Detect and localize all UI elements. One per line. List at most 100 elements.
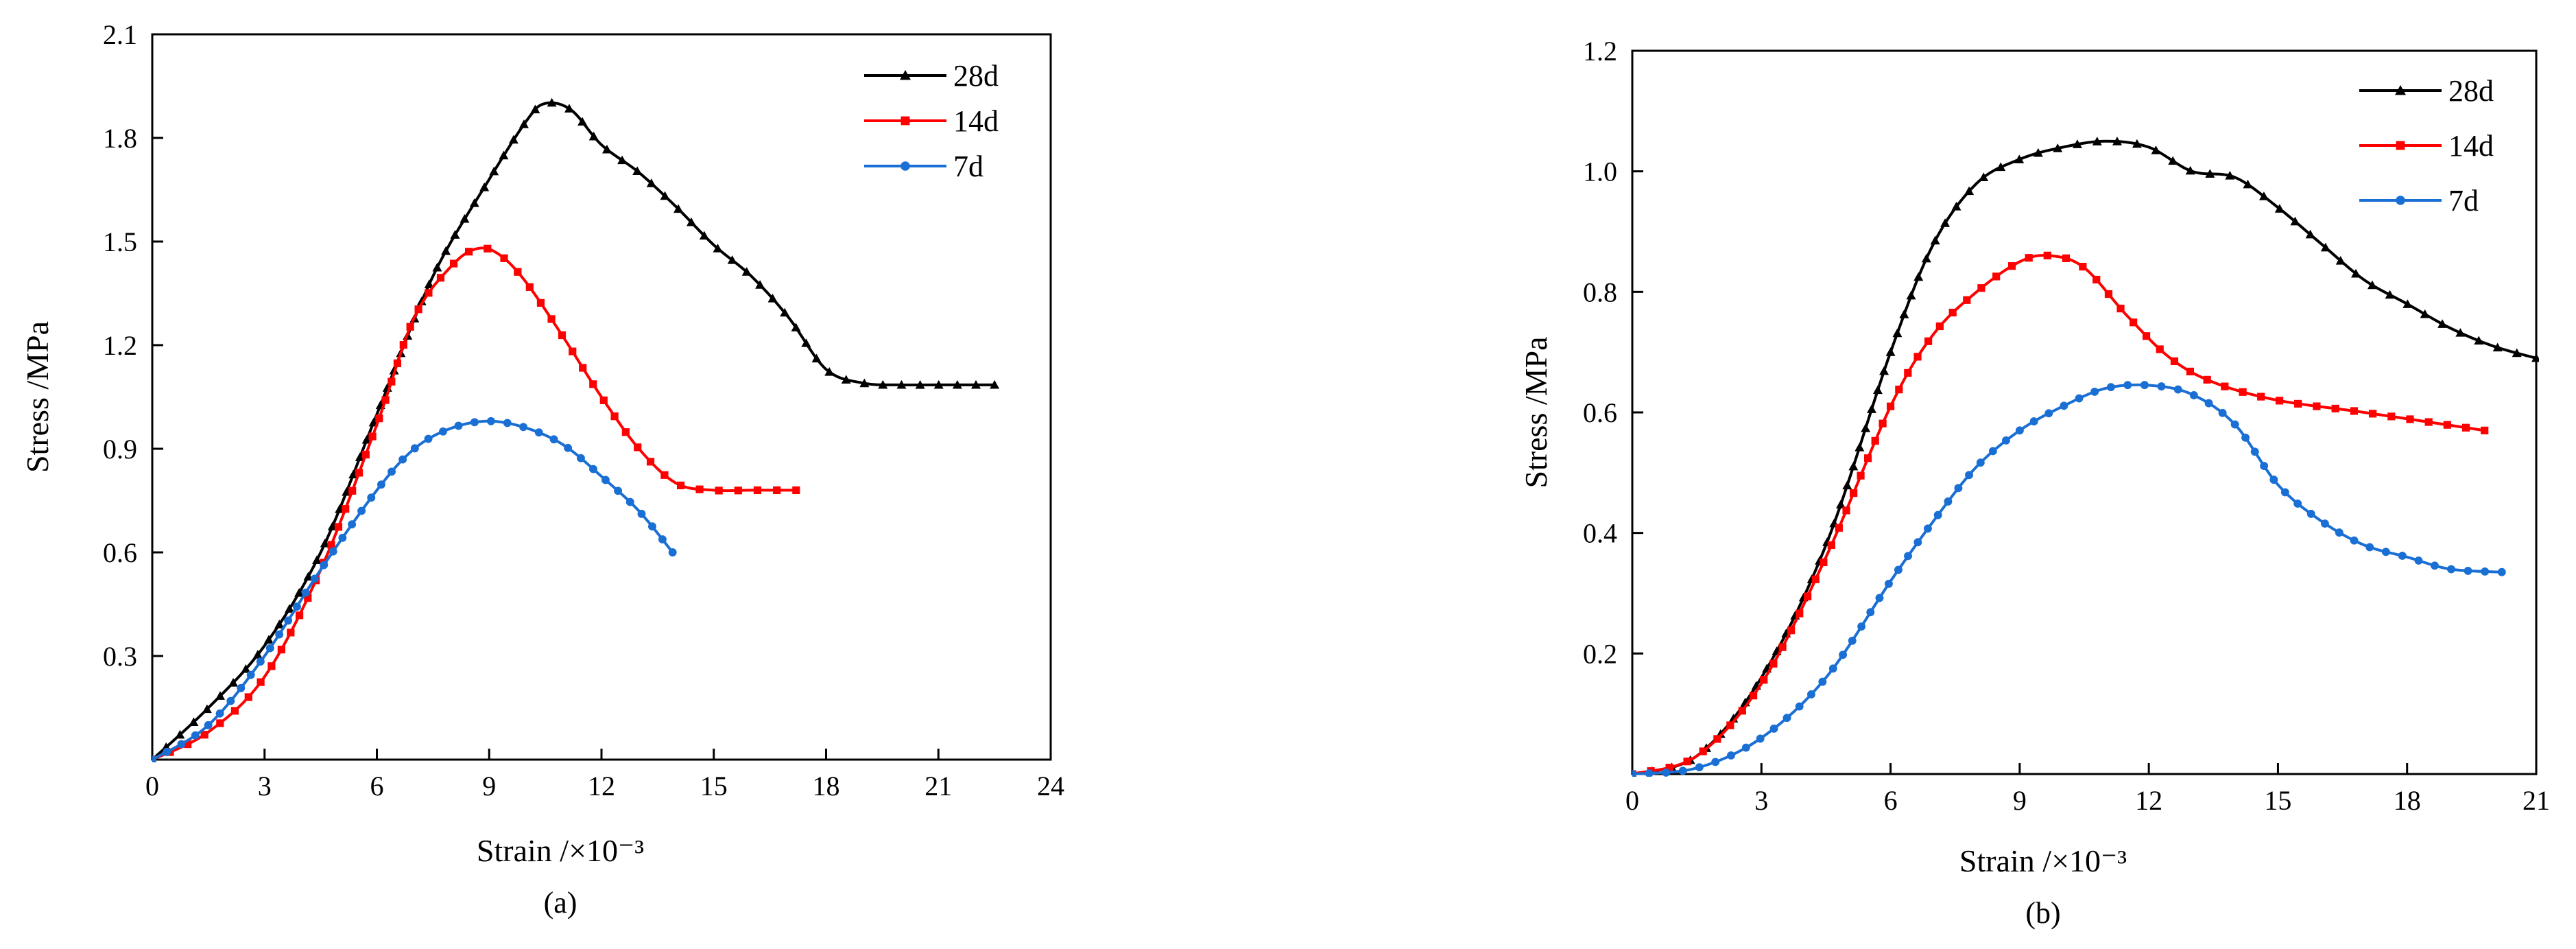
x-tick-label: 3 xyxy=(1754,785,1768,816)
data-point-28d xyxy=(189,717,199,726)
data-point-14d xyxy=(1977,284,1985,292)
legend-marker xyxy=(900,70,911,80)
data-point-7d xyxy=(152,755,156,762)
data-point-14d xyxy=(2387,412,2396,421)
legend-label: 28d xyxy=(2448,74,2494,108)
data-point-14d xyxy=(2369,410,2377,418)
data-point-14d xyxy=(525,283,534,291)
data-point-28d xyxy=(424,279,434,288)
x-tick-label: 9 xyxy=(482,771,496,801)
x-tick-label: 9 xyxy=(2013,785,2027,816)
data-point-7d xyxy=(2447,565,2455,574)
data-point-14d xyxy=(465,248,473,256)
data-point-14d xyxy=(2186,367,2195,376)
data-point-28d xyxy=(202,704,212,714)
panel-label: (b) xyxy=(2025,896,2060,930)
data-point-28d xyxy=(915,380,925,389)
x-axis-title: Strain /×10⁻³ xyxy=(477,833,644,868)
data-point-7d xyxy=(1662,768,1671,777)
data-point-28d xyxy=(564,104,574,113)
data-point-7d xyxy=(2293,499,2302,508)
data-point-7d xyxy=(204,720,213,729)
data-point-7d xyxy=(1769,724,1778,733)
data-point-7d xyxy=(2241,433,2250,442)
data-point-14d xyxy=(257,678,265,686)
data-point-14d xyxy=(676,481,685,490)
data-point-28d xyxy=(2225,170,2235,180)
data-point-7d xyxy=(2250,447,2259,456)
data-point-14d xyxy=(1857,471,1865,480)
data-point-28d xyxy=(228,677,239,687)
data-point-14d xyxy=(342,505,350,513)
data-point-7d xyxy=(1965,471,1974,480)
x-tick-label: 12 xyxy=(2135,785,2162,816)
data-point-28d xyxy=(699,231,709,240)
data-point-7d xyxy=(2320,519,2329,528)
data-point-28d xyxy=(1979,172,1989,182)
data-point-7d xyxy=(1894,565,1903,574)
data-point-7d xyxy=(549,435,558,444)
y-tick-label: 2.1 xyxy=(103,19,137,50)
data-point-7d xyxy=(625,497,634,506)
data-point-28d xyxy=(727,255,737,264)
data-point-14d xyxy=(2142,332,2151,340)
data-point-28d xyxy=(588,131,599,141)
data-point-14d xyxy=(368,432,377,441)
data-point-7d xyxy=(2123,381,2132,390)
data-point-7d xyxy=(2173,385,2182,394)
legend-item-28d: 28d xyxy=(2359,74,2494,108)
data-point-28d xyxy=(2474,336,2484,345)
data-point-28d xyxy=(2335,256,2346,265)
data-point-7d xyxy=(534,428,543,437)
data-point-28d xyxy=(518,119,529,128)
data-point-14d xyxy=(599,396,608,404)
data-point-14d xyxy=(1871,436,1879,445)
data-point-28d xyxy=(1879,366,1889,375)
x-tick-label: 3 xyxy=(258,771,272,801)
data-point-14d xyxy=(1886,402,1895,410)
data-point-7d xyxy=(367,493,376,502)
data-point-14d xyxy=(1842,506,1850,515)
data-point-7d xyxy=(2140,381,2149,390)
data-point-28d xyxy=(1855,442,1865,452)
data-point-28d xyxy=(1930,235,1940,245)
data-point-14d xyxy=(1804,592,1812,600)
data-point-14d xyxy=(2481,426,2489,434)
data-point-14d xyxy=(387,377,396,386)
data-point-28d xyxy=(312,555,322,564)
data-point-7d xyxy=(2189,391,2198,399)
data-point-14d xyxy=(2116,305,2125,313)
data-point-14d xyxy=(2062,254,2071,262)
data-point-7d xyxy=(589,465,597,473)
data-point-7d xyxy=(486,417,495,425)
data-point-14d xyxy=(2461,423,2470,432)
data-point-28d xyxy=(1861,423,1871,432)
data-point-14d xyxy=(425,289,433,297)
data-point-28d xyxy=(320,538,330,548)
legend-label: 7d xyxy=(953,150,983,183)
series-7d xyxy=(152,417,677,762)
data-point-14d xyxy=(621,428,630,436)
data-point-28d xyxy=(2437,319,2448,328)
data-point-14d xyxy=(334,523,343,531)
data-point-7d xyxy=(2414,556,2423,565)
data-point-7d xyxy=(1645,769,1654,777)
data-point-28d xyxy=(1872,385,1883,395)
y-tick-label: 0.6 xyxy=(103,537,137,568)
legend-label: 28d xyxy=(953,59,999,93)
data-point-7d xyxy=(2481,567,2490,576)
data-point-28d xyxy=(713,244,723,253)
data-point-14d xyxy=(393,359,402,367)
data-point-14d xyxy=(1948,308,1957,317)
data-point-28d xyxy=(767,294,778,303)
data-point-28d xyxy=(811,353,822,363)
data-point-7d xyxy=(256,657,265,666)
data-point-28d xyxy=(841,375,851,384)
data-point-7d xyxy=(2044,409,2053,418)
x-tick-label: 6 xyxy=(370,771,384,801)
series-line-28d xyxy=(152,101,995,761)
data-point-14d xyxy=(695,485,704,493)
x-axis-title: Strain /×10⁻³ xyxy=(1959,843,2127,878)
data-point-7d xyxy=(2365,543,2374,552)
